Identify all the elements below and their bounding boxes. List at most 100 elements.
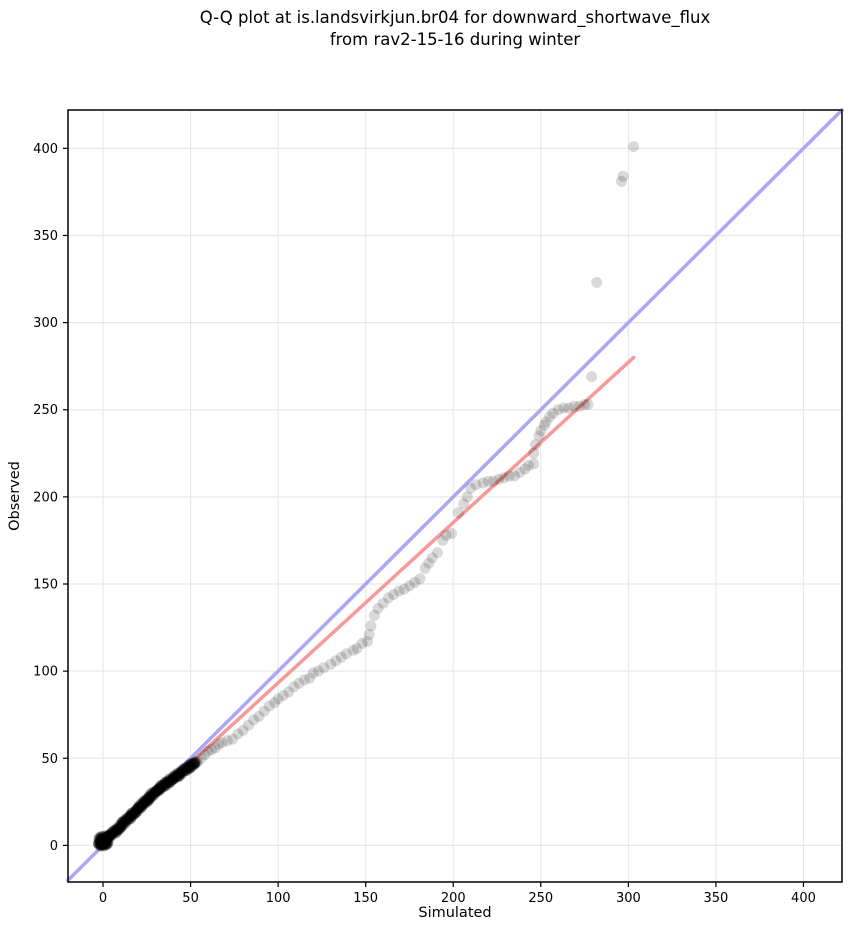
dense-point xyxy=(101,834,113,846)
dense-point xyxy=(99,832,111,844)
dense-point xyxy=(126,807,138,819)
dense-point xyxy=(163,773,175,785)
dense-point xyxy=(97,831,108,843)
dense-point xyxy=(160,780,171,792)
dense-point xyxy=(150,786,162,798)
dense-point xyxy=(106,828,118,840)
dense-point xyxy=(98,834,110,846)
dense-point xyxy=(143,794,155,806)
dense-point xyxy=(185,762,197,774)
dense-point xyxy=(120,813,132,825)
dense-point xyxy=(93,838,104,850)
dense-point xyxy=(132,802,144,814)
dense-point xyxy=(178,763,190,775)
dense-point xyxy=(115,820,127,832)
dense-point xyxy=(106,830,118,842)
scatter-point xyxy=(304,672,316,684)
scatter-point xyxy=(330,655,342,667)
dense-point xyxy=(141,793,153,805)
dense-point xyxy=(116,816,128,828)
dense-point xyxy=(168,771,180,783)
scatter-point xyxy=(377,597,389,609)
dense-point xyxy=(94,840,106,852)
dense-point xyxy=(125,810,137,822)
dense-point xyxy=(101,832,113,844)
dense-point xyxy=(140,795,152,807)
dense-point xyxy=(130,804,142,816)
dense-point xyxy=(113,819,125,831)
dense-point xyxy=(174,767,186,779)
scatter-point xyxy=(488,475,499,487)
scatter-point xyxy=(325,658,337,670)
chart-title: Q-Q plot at is.landsvirkjun.br04 for dow… xyxy=(68,7,842,51)
dense-point xyxy=(163,777,175,789)
dense-point xyxy=(101,838,113,850)
y-tick-label: 200 xyxy=(33,490,58,505)
dense-point xyxy=(98,835,110,847)
dense-point xyxy=(154,784,165,796)
dense-point xyxy=(159,779,171,791)
scatter-point xyxy=(318,662,330,674)
scatter-point xyxy=(437,534,449,546)
dense-point xyxy=(174,770,186,782)
dense-point xyxy=(93,833,105,845)
dense-point xyxy=(97,837,109,849)
dense-point xyxy=(172,770,184,782)
dense-point xyxy=(104,829,116,840)
dense-point xyxy=(99,834,111,846)
y-tick-label: 100 xyxy=(33,665,58,680)
dense-point xyxy=(173,768,185,779)
dense-point xyxy=(98,838,110,850)
dense-point xyxy=(178,762,190,774)
dense-point xyxy=(124,811,136,823)
dense-point xyxy=(170,771,182,783)
dense-point xyxy=(170,768,182,780)
dense-point xyxy=(135,802,147,814)
dense-point xyxy=(177,764,189,776)
dense-point xyxy=(96,835,108,847)
dense-point xyxy=(135,800,147,812)
dense-point xyxy=(153,783,165,795)
dense-point xyxy=(147,790,159,802)
dense-point xyxy=(176,767,188,779)
scatter-point xyxy=(547,407,559,419)
dense-point xyxy=(167,773,179,785)
chart-title-line1: Q-Q plot at is.landsvirkjun.br04 for dow… xyxy=(199,8,711,27)
dense-point xyxy=(132,803,144,815)
dense-point xyxy=(185,758,197,770)
scatter-point xyxy=(628,141,640,153)
chart-title-line2: from rav2-15-16 during winter xyxy=(329,30,581,49)
dense-point xyxy=(100,832,112,844)
x-tick-label: 150 xyxy=(353,891,378,906)
dense-point xyxy=(111,824,123,836)
dense-point xyxy=(140,796,151,807)
dense-point xyxy=(116,817,128,829)
y-tick-label: 250 xyxy=(33,403,58,418)
dense-point xyxy=(145,790,157,802)
dense-point xyxy=(188,757,200,769)
dense-point xyxy=(95,834,107,846)
dense-point xyxy=(102,834,114,846)
dense-point xyxy=(157,781,169,793)
dense-point xyxy=(103,829,115,841)
dense-point xyxy=(182,761,194,773)
dense-point xyxy=(144,791,156,803)
dense-point xyxy=(153,784,165,796)
dense-point xyxy=(125,809,137,821)
dense-point xyxy=(109,826,121,838)
dense-point xyxy=(121,813,133,825)
dense-point xyxy=(104,830,116,841)
dense-point xyxy=(94,839,106,851)
scatter-point xyxy=(528,447,540,459)
scatter-point xyxy=(263,700,275,712)
dense-point xyxy=(168,770,180,782)
dense-point xyxy=(96,835,108,847)
dense-point xyxy=(184,759,196,771)
dense-point xyxy=(136,801,148,813)
dense-point xyxy=(99,840,111,852)
dense-point xyxy=(108,825,120,837)
scatter-point xyxy=(446,528,457,539)
dense-point xyxy=(144,793,156,805)
dense-point xyxy=(99,839,111,851)
scatter-point xyxy=(293,677,305,689)
